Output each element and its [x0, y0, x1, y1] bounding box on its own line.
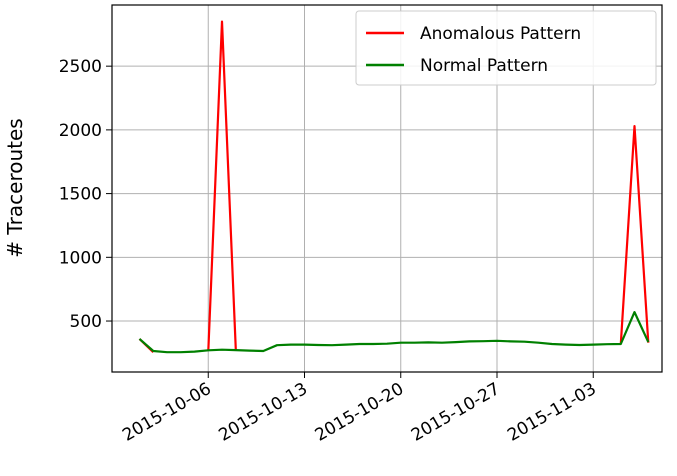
legend-label: Anomalous Pattern — [420, 24, 581, 44]
x-tick-label: 2015-11-03 — [504, 379, 600, 446]
y-tick-label: 1000 — [59, 248, 102, 268]
y-tick-label: 2500 — [59, 57, 102, 77]
y-tick-label: 2000 — [59, 121, 102, 141]
y-tick-label: 500 — [70, 312, 102, 332]
x-tick-label: 2015-10-20 — [312, 379, 408, 446]
y-tick-label: 1500 — [59, 185, 102, 205]
y-axis-label: # Traceroutes — [3, 118, 27, 257]
x-tick-label: 2015-10-27 — [408, 379, 504, 446]
series-line — [138, 311, 650, 354]
x-tick-label: 2015-10-06 — [119, 379, 215, 446]
legend-box — [355, 10, 657, 86]
x-tick-label: 2015-10-13 — [215, 379, 311, 446]
plot-frame — [111, 4, 663, 373]
legend-label: Normal Pattern — [420, 56, 548, 76]
